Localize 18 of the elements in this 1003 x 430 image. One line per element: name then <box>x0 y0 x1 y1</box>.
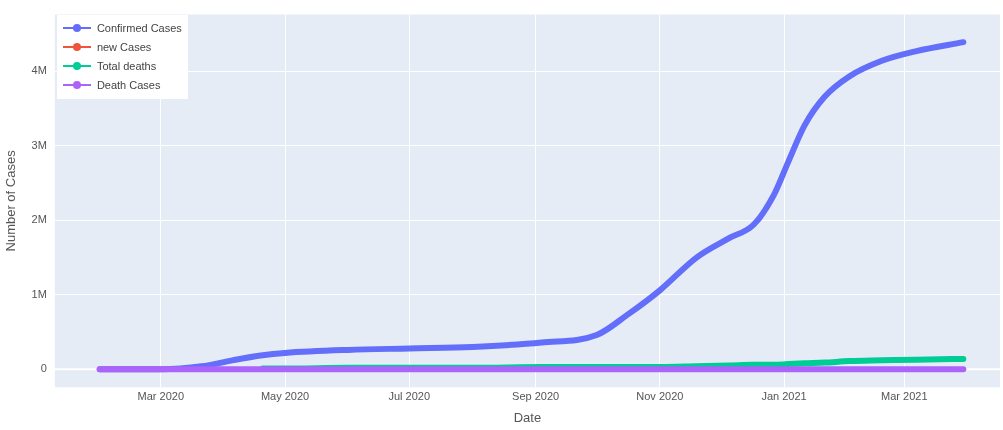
x-tick-label: Sep 2020 <box>512 389 560 402</box>
y-tick-label: 0 <box>40 362 47 375</box>
y-tick-label: 4M <box>31 64 47 77</box>
x-tick-label: May 2020 <box>260 389 310 402</box>
x-tick-label: Jan 2021 <box>761 389 807 402</box>
legend-label: Death Cases <box>96 79 161 92</box>
x-tick-label: Mar 2020 <box>137 389 185 402</box>
legend-label: Total deaths <box>96 60 157 73</box>
y-axis-title: Number of Cases <box>3 149 19 252</box>
legend-label: Confirmed Cases <box>96 22 182 35</box>
y-tick-label: 3M <box>31 138 47 151</box>
legend-label: new Cases <box>96 41 152 54</box>
x-tick-label: Nov 2020 <box>636 389 684 402</box>
y-tick-label: 2M <box>31 213 47 226</box>
y-tick-label: 1M <box>31 287 47 300</box>
x-tick-label: Mar 2021 <box>881 389 928 402</box>
x-tick-label: Jul 2020 <box>388 389 431 402</box>
x-axis-title: Date <box>513 409 542 425</box>
